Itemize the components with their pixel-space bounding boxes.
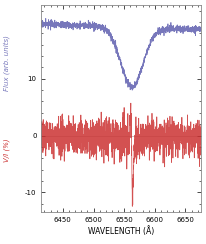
Text: Flux (arb. units): Flux (arb. units) (3, 35, 10, 91)
Text: V/I (%): V/I (%) (3, 138, 9, 162)
X-axis label: WAVELENGTH (Å): WAVELENGTH (Å) (88, 226, 153, 236)
